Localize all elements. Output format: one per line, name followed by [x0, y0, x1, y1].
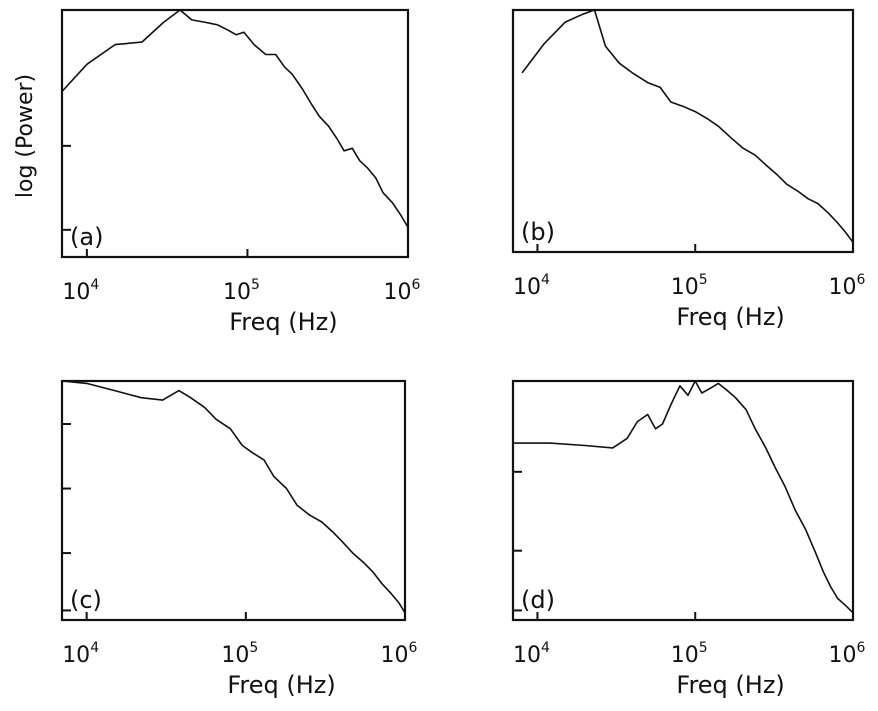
series-line-1	[513, 380, 854, 614]
chart-panel-4: 104 105 106 (d) Freq (Hz)	[511, 379, 866, 699]
chart-panel-1: 104 105 106 (a) Freq (Hz)	[60, 8, 421, 336]
panel-label: (d)	[521, 586, 555, 614]
x-tick-label: 106	[829, 640, 866, 668]
panel-label: (c)	[70, 586, 102, 614]
x-tick-label: 106	[381, 640, 418, 668]
x-tick-label: 105	[221, 640, 258, 668]
x-tick-label: 105	[671, 640, 708, 668]
panel-label: (a)	[70, 223, 103, 251]
plot-frame	[60, 379, 407, 622]
x-tick-label: 106	[829, 272, 866, 300]
x-tick-label: 105	[223, 277, 260, 305]
plot-frame	[511, 379, 855, 622]
chart-panel-2: 104 105 106 (b) Freq (Hz)	[511, 8, 866, 331]
x-tick-label: 104	[513, 272, 550, 300]
panel-label: (b)	[521, 218, 555, 246]
series-line-1	[61, 380, 406, 614]
x-axis-label: Freq (Hz)	[227, 671, 335, 699]
chart-panel-3: 104 105 106 (c) Freq (Hz)	[60, 379, 418, 699]
plot-frame	[511, 8, 855, 254]
x-tick-label: 104	[513, 640, 550, 668]
panels: 104 105 106 (a) Freq (Hz) 104 105 106 (b) Freq (H…	[60, 8, 866, 699]
x-tick-label: 104	[62, 640, 99, 668]
plot-frame	[60, 8, 410, 259]
x-axis-label: Freq (Hz)	[229, 308, 337, 336]
series-line-1	[61, 9, 409, 228]
x-axis-label: Freq (Hz)	[676, 671, 784, 699]
y-axis-label: log (Power)	[13, 74, 38, 198]
x-tick-label: 106	[384, 277, 421, 305]
x-axis-label: Freq (Hz)	[676, 303, 784, 331]
x-tick-label: 104	[62, 277, 99, 305]
x-tick-label: 105	[671, 272, 708, 300]
series-line-1	[521, 9, 854, 243]
